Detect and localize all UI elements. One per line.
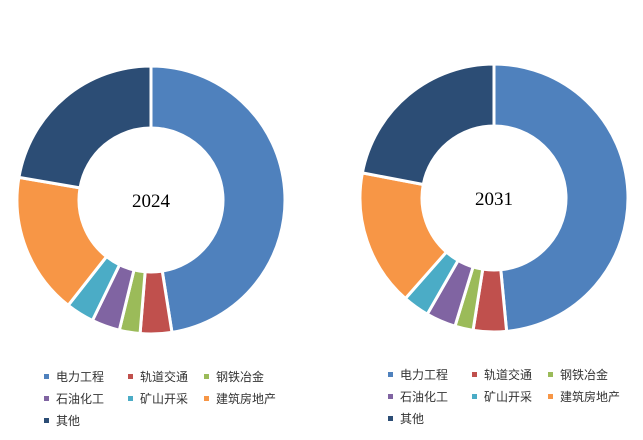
legend-swatch [44, 418, 49, 423]
legend-item: 轨道交通 [128, 368, 188, 385]
legend-item: 轨道交通 [472, 366, 532, 383]
legend-label: 轨道交通 [140, 370, 189, 384]
legend-label: 电力工程 [56, 370, 105, 384]
legend-swatch [472, 372, 477, 377]
legend-label: 建筑房地产 [216, 392, 277, 406]
legend-swatch [44, 396, 49, 401]
legend-label: 建筑房地产 [560, 390, 621, 404]
donut-2024: 2024 [15, 64, 287, 336]
legend-swatch [472, 394, 477, 399]
legend-item: 电力工程 [388, 366, 448, 383]
legend-label: 轨道交通 [484, 368, 533, 382]
legend-label: 钢铁冶金 [560, 368, 609, 382]
slice-电力工程 [492, 62, 630, 334]
legend-item: 石油化工 [388, 388, 448, 405]
legend-swatch [128, 396, 133, 401]
center-label: 2031 [475, 189, 513, 210]
legend-item: 建筑房地产 [204, 390, 276, 407]
legend-item: 其他 [388, 410, 424, 427]
legend-label: 矿山开采 [484, 390, 533, 404]
legend-swatch [548, 394, 553, 399]
legend-swatch [128, 374, 133, 379]
legend-item: 钢铁冶金 [548, 366, 608, 383]
legend-label: 矿山开采 [140, 392, 189, 406]
donut-2031: 2031 [358, 62, 630, 334]
legend-item: 矿山开采 [128, 390, 188, 407]
slice-电力工程 [149, 64, 287, 335]
legend-item: 建筑房地产 [548, 388, 620, 405]
legend-item: 其他 [44, 412, 80, 429]
legend-item: 石油化工 [44, 390, 104, 407]
legend-label: 其他 [400, 412, 425, 426]
legend-item: 矿山开采 [472, 388, 532, 405]
legend-swatch [204, 396, 209, 401]
legend-swatch [388, 372, 393, 377]
legend-swatch [44, 374, 49, 379]
legend-label: 电力工程 [400, 368, 449, 382]
legend-swatch [204, 374, 209, 379]
legend-item: 电力工程 [44, 368, 104, 385]
legend-swatch [388, 416, 393, 421]
legend-item: 钢铁冶金 [204, 368, 264, 385]
legend-label: 其他 [56, 414, 81, 428]
legend-label: 钢铁冶金 [216, 370, 265, 384]
legend-label: 石油化工 [400, 390, 449, 404]
slice-其他 [360, 62, 496, 187]
legend-swatch [388, 394, 393, 399]
center-label: 2024 [132, 191, 171, 212]
legend-swatch [548, 372, 553, 377]
legend-label: 石油化工 [56, 392, 105, 406]
slice-其他 [17, 64, 153, 190]
